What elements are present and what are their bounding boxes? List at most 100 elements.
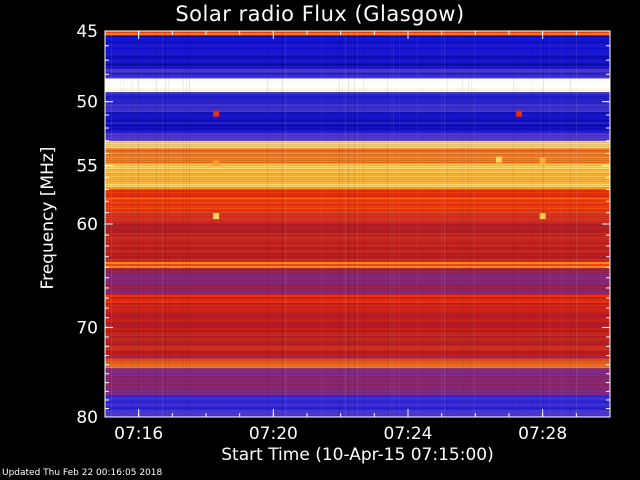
intensity-band xyxy=(105,130,610,133)
y-tick-label: 70 xyxy=(76,318,98,338)
intensity-band xyxy=(105,344,610,347)
burst-mark xyxy=(213,110,220,117)
intensity-band xyxy=(105,84,610,87)
time-stripe xyxy=(165,31,166,417)
intensity-band xyxy=(105,274,610,277)
intensity-band xyxy=(105,51,610,54)
intensity-band xyxy=(105,171,610,174)
intensity-band xyxy=(105,126,610,129)
intensity-band xyxy=(105,191,610,194)
intensity-band xyxy=(105,181,610,184)
intensity-band xyxy=(105,135,610,138)
intensity-band xyxy=(105,47,610,50)
intensity-band xyxy=(105,246,610,249)
time-stripe xyxy=(462,31,463,417)
time-stripe xyxy=(321,31,322,417)
intensity-band xyxy=(105,266,610,268)
time-stripe xyxy=(390,31,391,417)
intensity-band xyxy=(105,284,610,287)
intensity-band xyxy=(105,110,610,113)
burst-mark xyxy=(213,213,220,220)
intensity-band xyxy=(105,201,610,204)
intensity-band xyxy=(105,59,610,62)
intensity-band xyxy=(105,397,610,400)
intensity-band xyxy=(105,336,610,339)
intensity-band xyxy=(105,220,610,223)
intensity-band xyxy=(105,160,610,163)
intensity-band xyxy=(105,57,610,60)
intensity-band xyxy=(105,108,610,111)
time-stripe xyxy=(189,31,190,417)
intensity-band xyxy=(105,140,610,143)
intensity-band xyxy=(105,120,610,123)
burst-mark xyxy=(495,156,502,163)
time-stripe xyxy=(549,31,550,417)
time-stripe xyxy=(471,31,472,417)
intensity-band xyxy=(105,152,610,155)
intensity-band xyxy=(105,403,610,406)
y-tick-label: 45 xyxy=(76,22,98,42)
intensity-band xyxy=(105,104,610,107)
intensity-band xyxy=(105,39,610,42)
intensity-band xyxy=(105,338,610,341)
time-stripe xyxy=(123,31,124,417)
intensity-band xyxy=(105,378,610,381)
time-stripe xyxy=(576,31,577,417)
intensity-band xyxy=(105,78,610,81)
intensity-band xyxy=(105,382,610,385)
intensity-band xyxy=(105,132,610,134)
intensity-band xyxy=(105,216,610,219)
time-stripe xyxy=(357,31,358,417)
time-stripe xyxy=(156,31,157,417)
time-stripe xyxy=(543,31,544,417)
intensity-band xyxy=(105,293,610,295)
intensity-band xyxy=(105,156,610,159)
chart-title: Solar radio Flux (Glasgow) xyxy=(175,2,465,26)
intensity-band xyxy=(105,222,610,225)
intensity-band xyxy=(105,388,610,391)
intensity-band xyxy=(105,312,610,314)
intensity-band xyxy=(105,82,610,85)
intensity-band xyxy=(105,358,610,361)
intensity-band xyxy=(105,301,610,303)
intensity-band xyxy=(105,148,610,151)
intensity-band xyxy=(105,415,610,417)
intensity-band xyxy=(105,72,610,75)
intensity-band xyxy=(105,280,610,283)
intensity-band xyxy=(105,407,610,410)
intensity-band xyxy=(105,67,610,69)
intensity-band xyxy=(105,195,610,198)
intensity-band xyxy=(105,74,610,77)
intensity-band xyxy=(105,43,610,46)
intensity-band xyxy=(105,330,610,332)
intensity-band xyxy=(105,214,610,217)
intensity-band xyxy=(105,189,610,192)
intensity-band xyxy=(105,409,610,412)
time-stripe xyxy=(399,31,400,417)
y-tick-label: 55 xyxy=(76,157,98,177)
intensity-band xyxy=(105,340,610,343)
intensity-band xyxy=(105,106,610,109)
intensity-band xyxy=(105,272,610,275)
intensity-band xyxy=(105,334,610,337)
intensity-band xyxy=(105,175,610,178)
intensity-band xyxy=(105,133,610,136)
time-stripe xyxy=(561,31,562,417)
intensity-band xyxy=(105,63,610,66)
intensity-band xyxy=(105,35,610,36)
intensity-band xyxy=(105,55,610,58)
intensity-band xyxy=(105,185,610,188)
intensity-band xyxy=(105,308,610,310)
intensity-band xyxy=(105,405,610,408)
time-stripe xyxy=(162,31,163,417)
intensity-band xyxy=(105,248,610,251)
intensity-band xyxy=(105,114,610,117)
intensity-band xyxy=(105,368,610,371)
intensity-band xyxy=(105,355,610,357)
burst-mark xyxy=(516,110,523,117)
intensity-band xyxy=(105,362,610,365)
intensity-band xyxy=(105,322,610,324)
time-stripe xyxy=(387,31,388,417)
time-stripe xyxy=(393,31,394,417)
